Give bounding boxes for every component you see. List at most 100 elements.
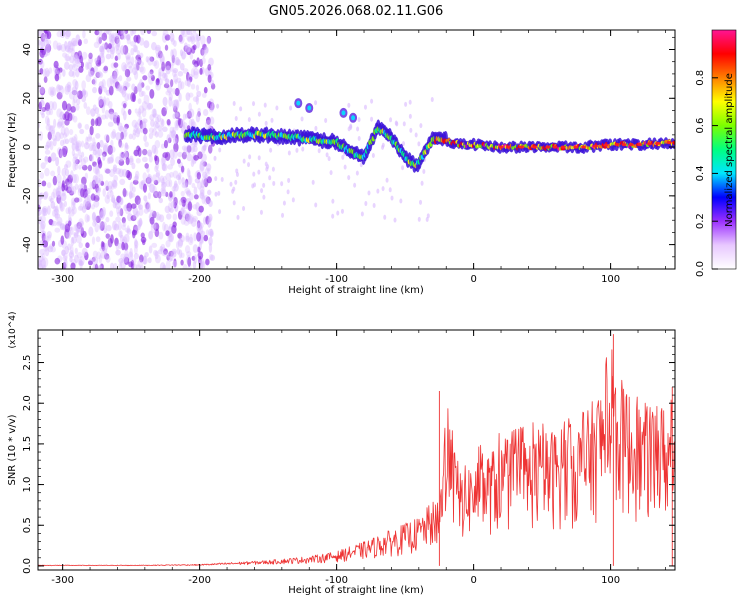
spectrogram-noise-blob [111,128,117,138]
spectrogram-noise-blob [133,252,139,260]
spectrogram-noise-blob [154,139,161,149]
spectrogram-noise-blob [96,116,102,127]
spectrogram-noise-blob [90,67,95,76]
spectrogram-noise-blob [105,255,111,263]
spectrogram-noise-blob [56,91,63,100]
spectrogram-noise-blob [262,194,266,200]
spectrogram-noise-blob [95,71,101,79]
spectrogram-noise-blob [102,142,109,152]
spectrogram-noise-blob [139,61,145,67]
spectrogram-noise-blob [134,173,139,181]
spectrogram-noise-blob [38,210,41,217]
spectrogram-noise-blob [143,195,148,202]
spectrogram-noise-blob [84,123,90,130]
spectrogram-noise-blob [99,45,105,53]
spectrogram-noise-blob [168,92,173,101]
spectrogram-noise-blob [74,163,79,171]
spectrogram-noise-blob [98,98,104,109]
spectrogram-noise-blob [127,61,133,69]
spectrogram-noise-blob [414,132,418,138]
spectrogram-noise-blob [127,108,132,116]
spectrogram-noise-blob [171,56,176,66]
spectrogram-noise-blob [291,197,295,203]
spectrogram-noise-blob [42,36,47,43]
spectrogram-noise-blob [45,141,51,149]
spectrogram-noise-blob [43,39,50,48]
spectrogram-noise-blob [191,182,196,189]
spectrogram-noise-blob [193,71,199,80]
spectrogram-noise-blob [95,215,101,224]
spectrogram-noise-blob [45,109,51,116]
spectrogram-noise-blob [160,156,166,167]
spectrogram-noise-blob [207,167,211,175]
spectrogram-noise-blob [74,157,79,167]
spectrogram-noise-blob [57,165,61,176]
spectrogram-xlabel: Height of straight line (km) [288,285,424,296]
spectrogram-noise-blob [102,221,107,229]
spectrogram-noise-blob [201,92,207,98]
spectrogram-noise-blob [103,86,107,93]
spectrogram-noise-blob [409,127,413,133]
spectrogram-noise-blob [149,56,155,62]
spectrogram-noise-blob [142,183,148,193]
spectrogram-noise-blob [218,147,222,153]
spectrogram-noise-blob [356,126,360,132]
spectrogram-noise-blob [121,87,127,98]
spectrogram-noise-blob [83,184,88,193]
spectrogram-noise-blob [62,261,67,269]
spectrogram-noise-blob [73,54,80,62]
spectrogram-noise-blob [57,45,61,51]
spectrogram-noise-blob [64,246,70,255]
spectrogram-noise-blob [92,86,97,94]
spectrogram-noise-blob [191,45,196,54]
spectrogram-noise-blob [99,139,104,148]
spectrogram-noise-blob [189,192,194,201]
spectrogram-noise-blob [197,151,203,160]
spectrogram-noise-blob [56,84,61,93]
spectrogram-noise-blob [151,108,157,118]
spectrogram-blob-core [307,105,312,111]
spectrogram-noise-blob [76,252,83,259]
spectrogram-noise-blob [102,188,106,197]
spectrogram-noise-blob [186,43,191,53]
spectrogram-noise-blob [59,139,65,147]
spectrogram-noise-blob [98,72,104,78]
spectrogram-noise-blob [139,79,143,86]
spectrogram-noise-blob [114,55,119,61]
spectrogram-noise-blob [95,236,101,243]
spectrogram-noise-blob [38,258,42,267]
spectrogram-noise-blob [81,88,86,96]
spectrogram-noise-blob [146,102,151,111]
spectrogram-noise-blob [39,40,44,51]
spectrogram-noise-blob [68,129,74,136]
spectrogram-noise-blob [130,47,135,56]
spectrogram-noise-blob [150,223,157,234]
spectrogram-noise-blob [137,220,142,228]
spectrogram-noise-blob [172,170,179,179]
spectrogram-noise-blob [158,214,165,223]
spectrogram-noise-blob [417,141,421,147]
spectrogram-noise-blob [206,36,211,45]
spectrogram-noise-blob [92,256,99,266]
spectrogram-noise-blob [47,131,52,141]
spectrogram-peak-bead [505,145,511,149]
spectrogram-noise-blob [64,118,70,126]
spectrogram-noise-blob [164,205,171,214]
spectrogram-noise-blob [143,40,150,49]
spectrogram-noise-blob [180,252,185,259]
spectrogram-noise-blob [200,35,206,46]
spectrogram-noise-blob [178,34,183,43]
spectrogram-noise-blob [125,52,131,60]
spectrogram-noise-blob [181,50,186,60]
spectrogram-noise-blob [61,120,65,129]
spectrogram-noise-blob [51,240,56,247]
spectrogram-noise-blob [83,101,88,109]
spectrogram-noise-blob [170,250,177,258]
spectrogram-noise-blob [95,177,101,184]
spectrogram-noise-blob [124,68,131,78]
spectrogram-noise-blob [161,163,166,171]
spectrogram-noise-blob [135,157,141,164]
spectrogram-noise-blob [132,179,139,185]
spectrogram-noise-blob [161,107,167,117]
